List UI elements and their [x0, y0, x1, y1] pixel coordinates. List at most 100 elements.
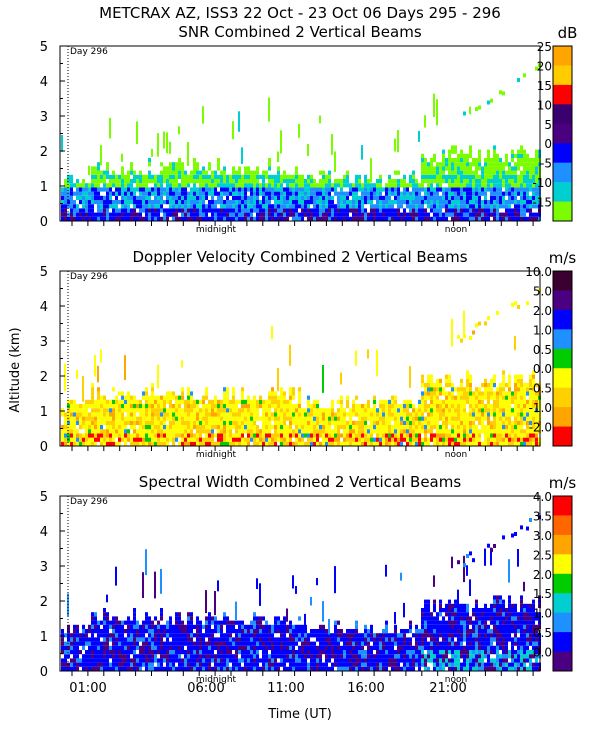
- data-cell: [253, 425, 256, 429]
- data-cell: [172, 196, 175, 200]
- data-cell: [76, 658, 79, 662]
- data-cell: [373, 442, 376, 446]
- data-cell: [430, 162, 433, 166]
- data-cell: [346, 404, 349, 408]
- data-cell: [460, 158, 463, 162]
- data-cell: [376, 433, 379, 437]
- data-cell: [391, 408, 394, 412]
- data-cell: [400, 429, 403, 433]
- data-cell: [364, 408, 367, 412]
- data-cell: [490, 208, 493, 212]
- data-cell: [529, 166, 532, 170]
- data-cell: [436, 204, 439, 208]
- data-cell: [232, 442, 235, 446]
- data-cell: [127, 637, 130, 641]
- data-cell: [469, 438, 472, 442]
- data-cell: [376, 438, 379, 442]
- data-cell: [157, 637, 160, 641]
- data-cell: [280, 646, 283, 650]
- data-cell: [292, 387, 295, 391]
- data-cell: [154, 404, 157, 408]
- data-cell: [523, 400, 526, 404]
- data-cell: [373, 192, 376, 196]
- data-cell: [361, 192, 364, 196]
- data-cell: [256, 629, 259, 633]
- data-cell: [448, 404, 451, 408]
- data-cell: [202, 208, 205, 212]
- high-echo: [136, 121, 138, 144]
- data-cell: [502, 408, 505, 412]
- data-cell: [274, 391, 277, 395]
- data-cell: [448, 166, 451, 170]
- data-cell: [232, 387, 235, 391]
- data-cell: [79, 425, 82, 429]
- data-cell: [127, 654, 130, 658]
- data-cell: [442, 404, 445, 408]
- data-cell: [280, 204, 283, 208]
- data-cell: [454, 421, 457, 425]
- data-cell: [301, 187, 304, 191]
- data-cell: [364, 208, 367, 212]
- data-cell: [124, 433, 127, 437]
- data-cell: [445, 425, 448, 429]
- data-cell: [487, 425, 490, 429]
- data-cell: [517, 379, 520, 383]
- data-cell: [256, 438, 259, 442]
- data-cell: [79, 217, 82, 221]
- data-cell: [424, 404, 427, 408]
- data-cell: [61, 633, 64, 637]
- data-cell: [523, 154, 526, 158]
- data-cell: [196, 196, 199, 200]
- data-cell: [259, 429, 262, 433]
- plume-echo: [457, 335, 460, 339]
- data-cell: [172, 166, 175, 170]
- high-echo: [121, 154, 123, 162]
- data-cell: [433, 433, 436, 437]
- data-cell: [493, 383, 496, 387]
- data-cell: [316, 429, 319, 433]
- data-cell: [331, 421, 334, 425]
- data-cell: [139, 217, 142, 221]
- data-cell: [70, 213, 73, 217]
- data-cell: [370, 187, 373, 191]
- data-cell: [133, 429, 136, 433]
- data-cell: [85, 183, 88, 187]
- data-cell: [520, 200, 523, 204]
- data-cell: [142, 187, 145, 191]
- data-cell: [517, 375, 520, 379]
- data-cell: [181, 208, 184, 212]
- data-cell: [175, 196, 178, 200]
- data-cell: [151, 442, 154, 446]
- data-cell: [376, 208, 379, 212]
- data-cell: [64, 421, 67, 425]
- y-tick-label: 1: [40, 405, 48, 420]
- data-cell: [79, 433, 82, 437]
- data-cell: [262, 429, 265, 433]
- data-cell: [79, 208, 82, 212]
- data-cell: [451, 145, 454, 149]
- data-cell: [367, 183, 370, 187]
- data-cell: [445, 412, 448, 416]
- data-cell: [82, 625, 85, 629]
- data-cell: [142, 208, 145, 212]
- data-cell: [283, 667, 286, 671]
- data-cell: [223, 187, 226, 191]
- data-cell: [142, 425, 145, 429]
- data-cell: [94, 166, 97, 170]
- data-cell: [118, 412, 121, 416]
- data-cell: [172, 171, 175, 175]
- data-cell: [514, 429, 517, 433]
- data-cell: [523, 158, 526, 162]
- data-cell: [328, 179, 331, 183]
- data-cell: [139, 658, 142, 662]
- data-cell: [184, 183, 187, 187]
- data-cell: [151, 175, 154, 179]
- data-cell: [379, 213, 382, 217]
- data-cell: [160, 637, 163, 641]
- data-cell: [226, 438, 229, 442]
- data-cell: [271, 387, 274, 391]
- data-cell: [388, 412, 391, 416]
- colorbar-label: 15: [537, 79, 552, 93]
- data-cell: [88, 196, 91, 200]
- data-cell: [202, 171, 205, 175]
